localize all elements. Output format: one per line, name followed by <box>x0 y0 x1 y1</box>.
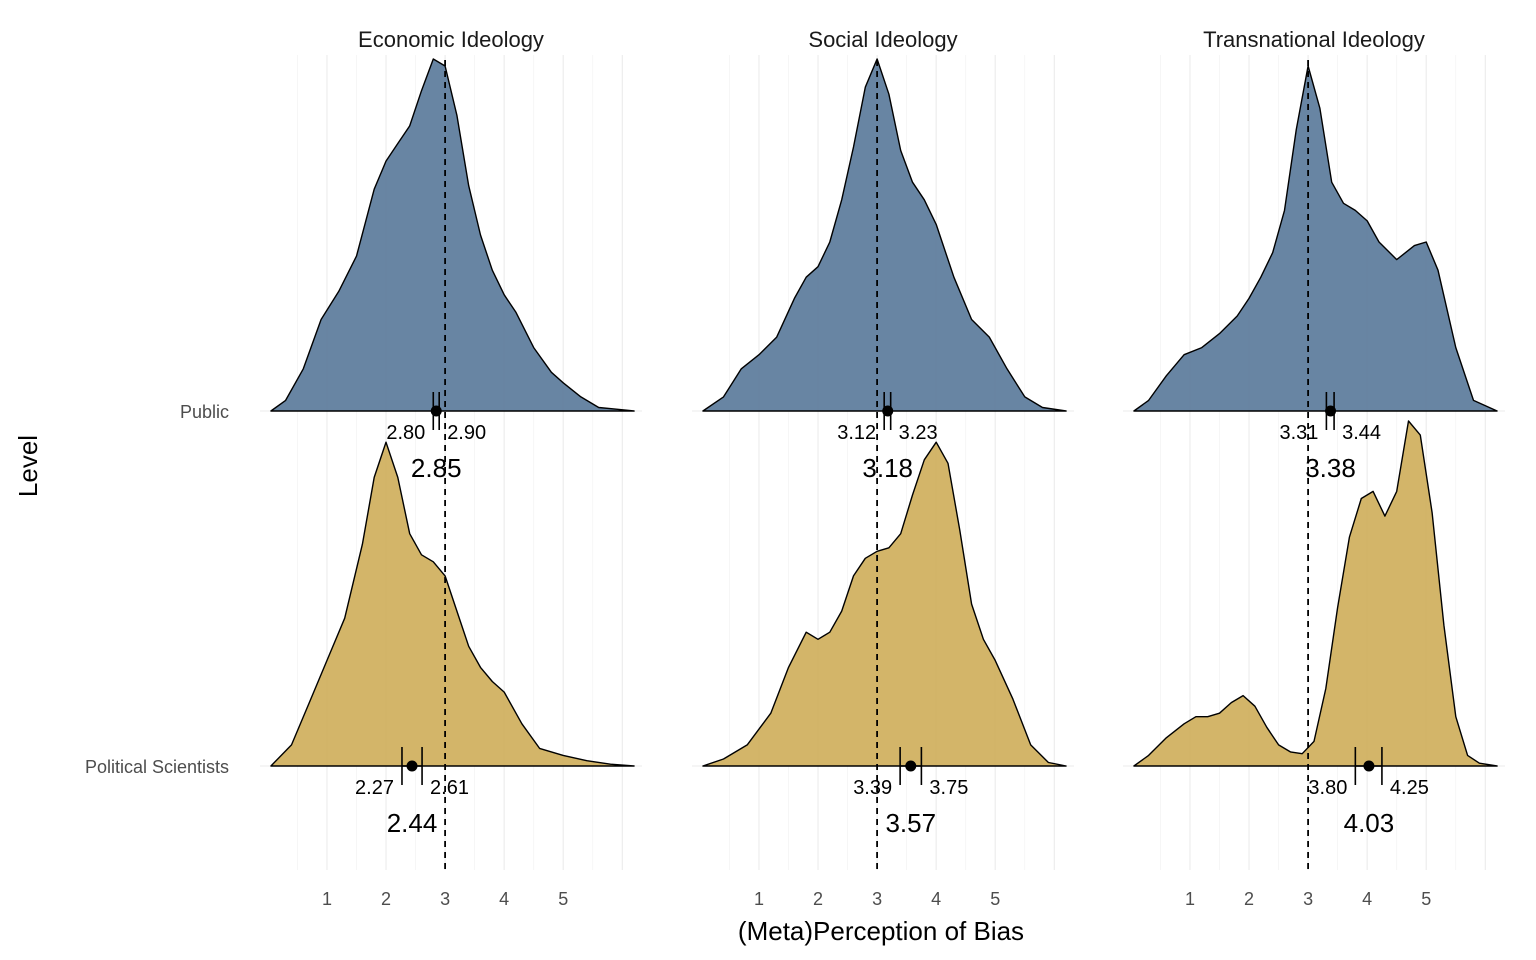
confidence-intervals <box>401 392 1383 785</box>
x-tick-label: 3 <box>872 889 882 909</box>
ci-upper-label: 4.25 <box>1390 777 1429 799</box>
mean-label: 4.03 <box>1344 808 1395 838</box>
ci-upper-label: 3.23 <box>899 422 938 444</box>
ci-upper-label: 3.75 <box>929 777 968 799</box>
mean-point <box>882 405 894 417</box>
x-tick-label: 4 <box>1362 889 1372 909</box>
reference-lines <box>444 60 1309 870</box>
x-tick-label: 2 <box>1244 889 1254 909</box>
density-political-scientists <box>1133 420 1498 767</box>
ci-lower-label: 3.39 <box>853 777 892 799</box>
axis-labels: 1 2 3 4 5 1 2 3 4 5 1 2 3 4 5 Public Political Scientist… <box>13 402 1431 946</box>
ci-lower-label: 3.80 <box>1308 777 1347 799</box>
ci-lower-label: 3.31 <box>1279 422 1318 444</box>
mean-label: 2.44 <box>387 808 438 838</box>
ci-upper-label: 2.90 <box>447 422 486 444</box>
y-axis-title: Level <box>13 435 43 497</box>
x-tick-label: 2 <box>381 889 391 909</box>
x-tick-label: 3 <box>440 889 450 909</box>
chart-text: Economic Ideology 2.80 2.90 2.85 2.27 2.61 2.4… <box>355 27 1429 838</box>
mean-point <box>905 760 917 772</box>
density-political-scientists <box>702 441 1067 767</box>
density-public <box>270 58 635 412</box>
x-axis-title: (Meta)Perception of Bias <box>738 916 1024 946</box>
density-public <box>702 58 1067 412</box>
mean-point <box>1363 760 1375 772</box>
x-tick-label: 5 <box>558 889 568 909</box>
density-curves <box>270 58 1498 767</box>
x-tick-label: 1 <box>1185 889 1195 909</box>
panel-title-economic-ideology: Economic Ideology <box>358 27 544 52</box>
x-tick-label: 3 <box>1303 889 1313 909</box>
mean-label: 3.57 <box>885 808 936 838</box>
x-tick-label: 2 <box>813 889 823 909</box>
mean-label: 2.85 <box>411 453 462 483</box>
density-political-scientists <box>270 441 635 767</box>
ci-upper-label: 2.61 <box>430 777 469 799</box>
x-tick-label: 5 <box>990 889 1000 909</box>
ci-lower-label: 3.12 <box>837 422 876 444</box>
mean-label: 3.18 <box>862 453 913 483</box>
y-tick-label: Public <box>180 402 229 422</box>
panel-title-social-ideology: Social Ideology <box>808 27 957 52</box>
x-tick-label: 4 <box>499 889 509 909</box>
mean-point <box>1325 405 1337 417</box>
x-tick-label: 1 <box>322 889 332 909</box>
ci-lower-label: 2.80 <box>386 422 425 444</box>
ci-lower-label: 2.27 <box>355 777 394 799</box>
mean-point <box>430 405 442 417</box>
mean-label: 3.38 <box>1305 453 1356 483</box>
mean-point <box>406 760 418 772</box>
x-tick-label: 1 <box>754 889 764 909</box>
x-tick-label: 4 <box>931 889 941 909</box>
panel-title-transnational-ideology: Transnational Ideology <box>1203 27 1425 52</box>
ci-upper-label: 3.44 <box>1342 422 1381 444</box>
y-tick-label: Political Scientists <box>85 757 229 777</box>
density-public <box>1133 65 1498 412</box>
x-tick-label: 5 <box>1421 889 1431 909</box>
